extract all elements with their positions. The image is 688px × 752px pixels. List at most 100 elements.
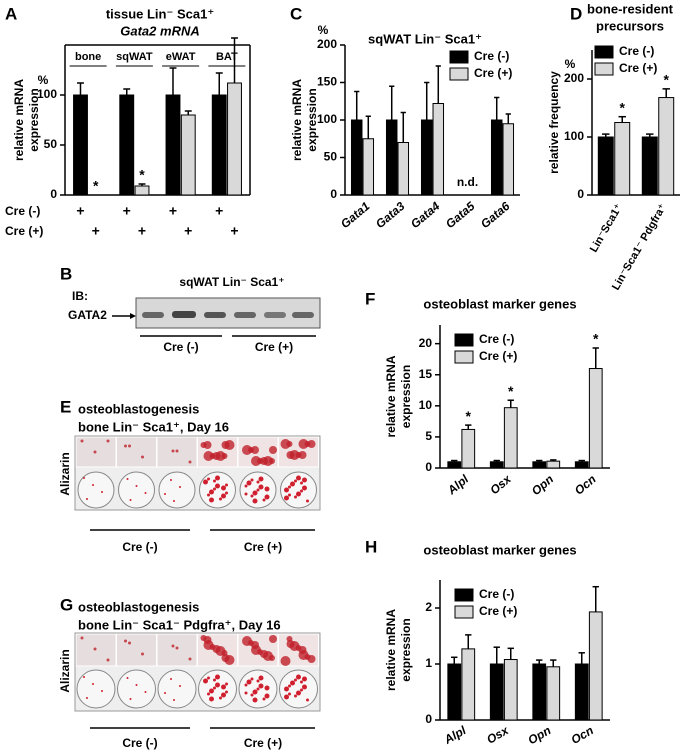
stain-blob: [86, 498, 88, 500]
x-tick-label: Lin⁻Sca1⁺: [588, 202, 625, 255]
stain-blob: [258, 683, 264, 689]
stain-blob: [221, 485, 226, 491]
stain-blob: [294, 678, 297, 682]
blot-method: IB:: [72, 289, 88, 303]
stain-blob: [106, 658, 110, 662]
stain-blob: [225, 483, 228, 487]
stain-blob: [164, 692, 166, 694]
stain-blob: [252, 490, 258, 496]
stain-blob: [258, 484, 264, 490]
legend-label: Cre (-): [479, 587, 514, 601]
stain-blob: [258, 476, 264, 482]
stain-blob: [284, 495, 289, 501]
y-tick-label: 0: [425, 712, 432, 726]
significance: *: [508, 383, 514, 399]
bar: [658, 97, 675, 196]
stain-blob: [92, 484, 94, 486]
stain-blob: [246, 480, 252, 486]
stain-blob: [83, 676, 85, 678]
y-tick-label: 2: [425, 600, 432, 614]
y-tick-label: 150: [317, 75, 337, 89]
panel-letter: E: [60, 397, 71, 416]
y-axis-label: expression: [305, 88, 319, 151]
stain-blob: [203, 451, 214, 461]
stain-blob: [296, 475, 301, 481]
bar: [532, 663, 547, 721]
stain-blob: [294, 479, 297, 483]
stain-blob: [250, 478, 254, 482]
stain-blob: [298, 439, 309, 449]
stain-blob: [300, 688, 303, 692]
y-tick-label: 20: [419, 336, 433, 350]
well: [198, 669, 237, 709]
stain-blob: [173, 699, 175, 701]
stain-blob: [264, 693, 270, 699]
bar: [362, 138, 375, 196]
stain-blob: [207, 477, 210, 481]
stain-blob: [144, 492, 147, 494]
stain-blob: [264, 685, 270, 691]
bar: [641, 136, 658, 196]
stain-blob: [250, 494, 254, 498]
y-axis-label: relative mRNA: [384, 355, 398, 437]
stain-blob: [209, 688, 214, 694]
stain-blob: [252, 689, 258, 695]
y-tick-label: 5: [425, 429, 432, 443]
bar: [420, 119, 433, 196]
stain-blob: [171, 449, 175, 453]
well: [118, 471, 155, 509]
stain-blob: [264, 494, 270, 500]
y-tick-label: 0: [330, 187, 337, 201]
stain-title: osteoblastogenesis: [78, 401, 199, 416]
stain-blob: [251, 456, 261, 466]
stain-blob: [215, 682, 220, 688]
stain-blob: [300, 481, 303, 485]
x-tick-label: Alpl: [441, 723, 469, 747]
x-tick-label: Ocn: [569, 723, 596, 747]
bar: [490, 119, 503, 196]
stain-blob: [188, 460, 192, 464]
group-label: Cre (-): [122, 736, 157, 750]
x-tick-label: Gata4: [408, 199, 443, 231]
y-tick-label: 100: [317, 112, 337, 126]
group-label: Cre (+): [244, 736, 282, 750]
legend-label: Cre (-): [474, 49, 509, 63]
x-tick-label: Osx: [487, 471, 514, 497]
stain-blob: [251, 645, 261, 655]
stain-blob: [252, 697, 258, 703]
category-label: sqWAT: [116, 51, 153, 63]
stain-blob: [129, 499, 132, 501]
well: [117, 669, 156, 709]
y-axis-label: relative mRNA: [290, 79, 304, 161]
stain-blob: [288, 493, 291, 497]
stain-blob: [286, 451, 295, 459]
stain-blob: [209, 497, 214, 503]
stain-blob: [135, 485, 138, 487]
chart-title: osteoblast marker genes: [423, 296, 576, 311]
blot-bands: [142, 311, 314, 318]
well: [157, 669, 197, 709]
stain-blob: [170, 479, 172, 481]
stain-blob: [207, 493, 210, 497]
condition-mark: +: [123, 203, 131, 219]
chart-title: osteoblast marker genes: [423, 542, 576, 557]
group-label: Cre (-): [163, 340, 198, 354]
stain-blob: [175, 449, 179, 453]
stain-blob: [213, 487, 216, 491]
stain-blob: [250, 693, 254, 697]
panel-letter: D: [570, 4, 582, 23]
stain-blob: [207, 692, 210, 696]
stain-blob: [280, 656, 291, 666]
bar: [489, 461, 504, 469]
bar: [489, 663, 504, 721]
stain-blob: [302, 684, 307, 690]
stain-blob: [221, 692, 226, 698]
legend-label: Cre (+): [479, 349, 517, 363]
stain-blob: [246, 679, 252, 685]
stain-blob: [203, 640, 214, 650]
y-tick-label: 200: [564, 71, 584, 85]
condition-mark: +: [184, 223, 192, 239]
stain-blob: [242, 445, 252, 455]
group-label: Cre (+): [244, 540, 282, 554]
y-tick-label: 10: [419, 398, 433, 412]
